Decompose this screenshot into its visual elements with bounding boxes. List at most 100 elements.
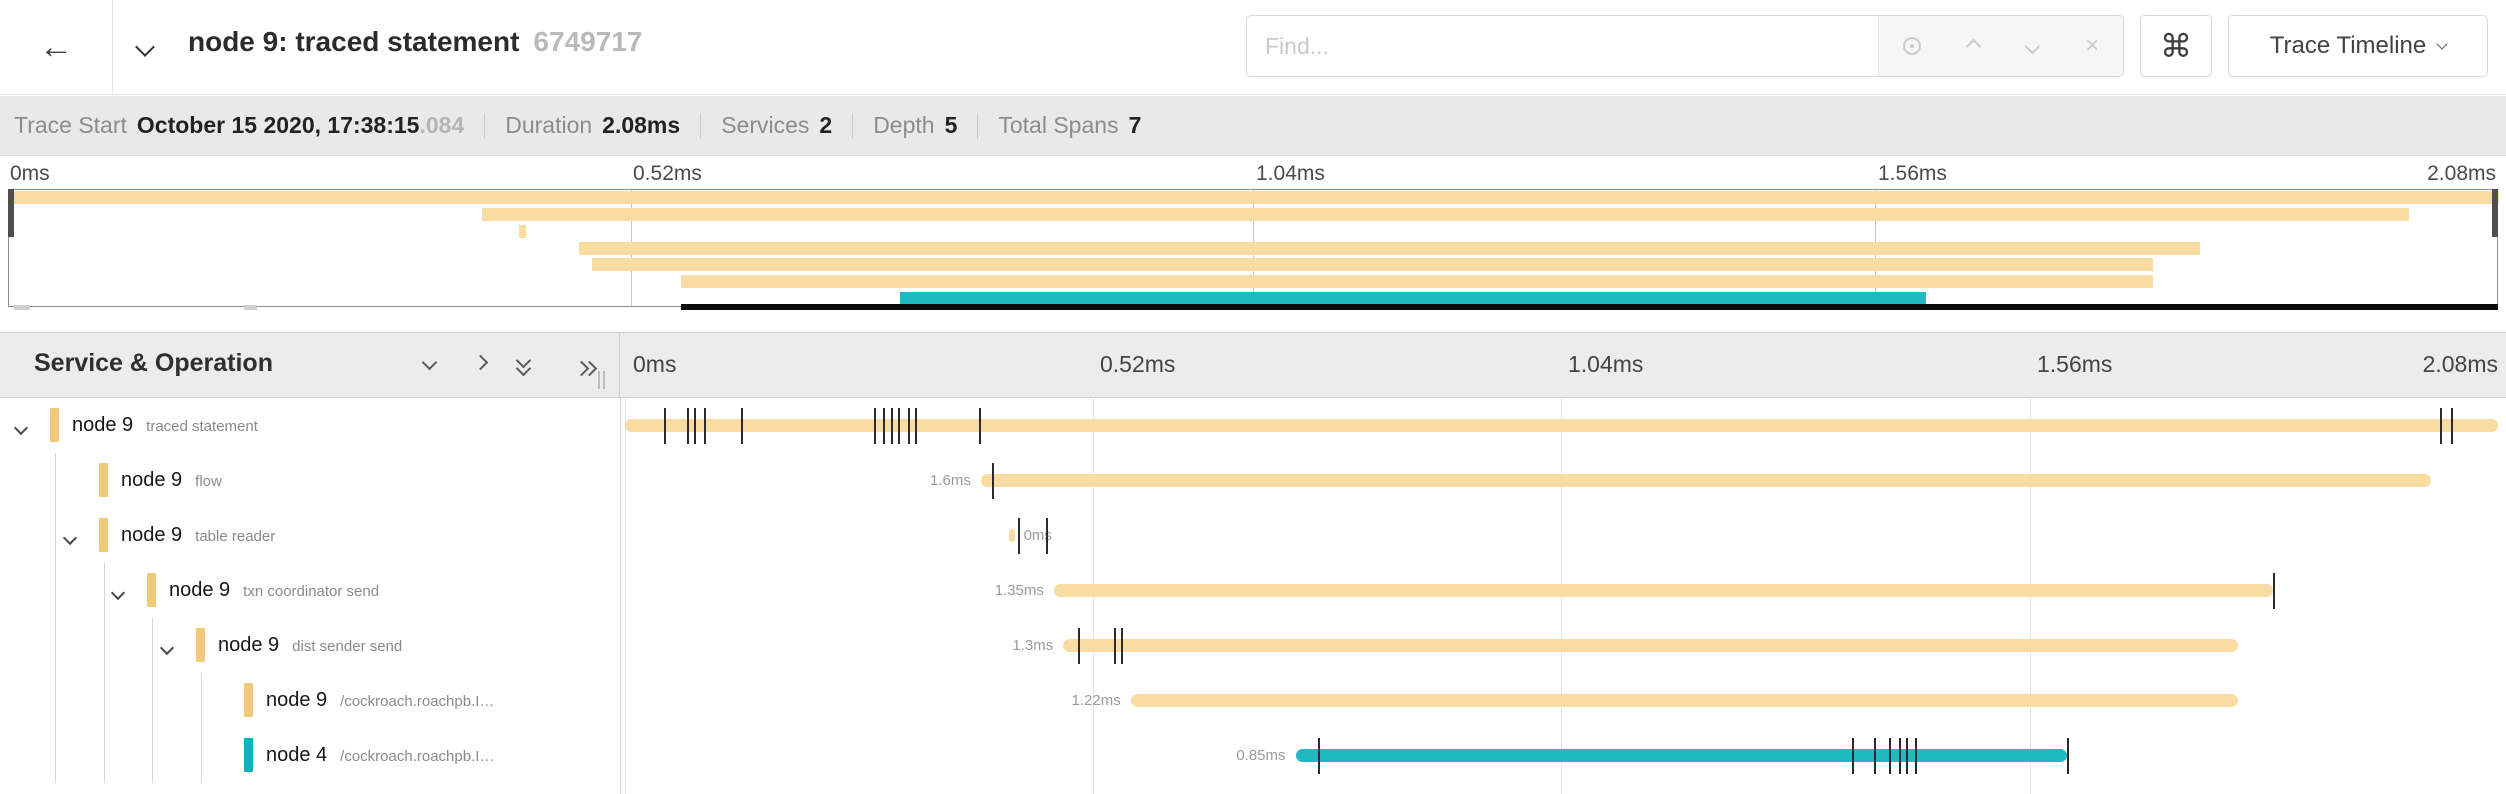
span-log-tick [1851,738,1854,774]
page-title: node 9: traced statement 6749717 [188,26,642,58]
span-log-tick [898,408,901,444]
view-selector-dropdown[interactable]: Trace Timeline [2228,15,2488,77]
span-name-cell[interactable]: node 9 traced statement [0,398,620,453]
chevron-down-icon [135,37,155,57]
span-log-tick [1874,738,1877,774]
trace-id: 6749717 [533,26,643,57]
timeline-header-row: Service & Operation 0ms 0.52ms 1.04ms 1.… [0,332,2506,398]
chevron-down-icon[interactable] [159,640,175,658]
locate-icon[interactable] [1902,37,1921,55]
span-timeline-cell[interactable]: 1.6ms [620,453,2506,508]
span-duration-bar[interactable] [1008,529,1015,542]
scrubber-handle-left[interactable] [8,189,14,237]
collapse-one-icon[interactable] [421,354,438,373]
tree-guideline [104,618,105,673]
tree-guideline [55,728,56,783]
span-name-cell[interactable]: node 9 table reader [0,508,620,563]
chevron-up-icon[interactable] [1965,38,1982,54]
span-name-cell[interactable]: node 9 txn coordinator send [0,563,620,618]
timeline-tick-0: 0ms [633,351,677,377]
span-log-tick [686,408,689,444]
minimap-canvas[interactable] [8,189,2499,310]
trace-start-label: Trace Start [14,112,127,138]
span-row: node 9 table reader 0ms [0,508,2506,563]
span-timeline-cell[interactable]: 1.3ms [620,618,2506,673]
span-row: node 9/cockroach.roachpb.I… 1.22ms [0,673,2506,728]
span-log-tick [1898,738,1901,774]
tree-guideline [152,618,153,673]
span-graph-minimap[interactable]: 0ms 0.52ms 1.04ms 1.56ms 2.08ms [0,156,2506,310]
span-duration-label: 1.6ms [930,472,971,489]
command-icon: ⌘ [2160,28,2192,64]
span-timeline-cell[interactable] [620,398,2506,453]
chevron-down-icon[interactable] [13,420,29,438]
service-name: node 4 [266,744,328,766]
minimap-ghost-mark [14,305,30,310]
span-name-text: node 9/cockroach.roachpb.I… [266,673,494,728]
service-operation-column-header: Service & Operation [0,333,620,397]
services-label: Services [721,112,810,138]
span-timeline-cell[interactable]: 1.22ms [620,673,2506,728]
span-duration-bar[interactable] [1130,694,2238,707]
collapse-all-icon[interactable] [515,352,532,377]
title-collapse-button[interactable] [135,37,155,59]
tree-guideline [55,508,56,563]
span-log-tick [890,408,893,444]
span-name-cell[interactable]: node 9 dist sender send [0,618,620,673]
expand-all-icon[interactable] [574,360,598,377]
divider [977,112,979,139]
span-name-text: node 4/cockroach.roachpb.I… [266,728,494,783]
minimap-span-bar [681,275,2153,288]
tree-guideline [55,618,56,673]
span-log-tick [664,408,667,444]
span-timeline-cell[interactable]: 0ms [620,508,2506,563]
expand-one-icon[interactable] [472,354,489,373]
span-duration-label: 0.85ms [1236,747,1286,764]
span-log-tick [978,408,981,444]
span-duration-bar[interactable] [980,474,2431,487]
span-timeline-cell[interactable]: 1.35ms [620,563,2506,618]
span-name-cell[interactable]: node 4/cockroach.roachpb.I… [0,728,620,783]
span-duration-bar[interactable] [1295,749,2068,762]
span-name-cell[interactable]: node 9 flow [0,453,620,508]
span-duration-bar[interactable] [625,419,2498,432]
operation-name: table reader [195,528,276,545]
timeline-gridline-50 [1561,332,1562,794]
chevron-down-icon[interactable] [62,530,78,548]
services-value: 2 [819,112,833,138]
span-duration-bar[interactable] [1063,639,2238,652]
service-color-swatch [99,463,108,497]
tree-guideline [152,728,153,783]
span-log-tick [1889,738,1892,774]
span-row: node 4/cockroach.roachpb.I… 0.85ms [0,728,2506,783]
span-log-tick [1906,738,1909,774]
find-box: × [1246,15,2124,77]
find-input[interactable] [1247,16,1878,76]
duration-value: 2.08ms [602,112,681,138]
span-timeline-cell[interactable]: 0.85ms [620,728,2506,783]
service-color-swatch [147,573,156,607]
span-log-tick [1078,628,1081,664]
span-name-cell[interactable]: node 9/cockroach.roachpb.I… [0,673,620,728]
scrubber-handle-right[interactable] [2492,189,2498,237]
span-duration-bar[interactable] [1053,584,2274,597]
service-name: node 9 [121,469,183,491]
column-resize-grip[interactable] [598,371,608,389]
span-rows-area: node 9 traced statement node 9 flow 1.6ms nod… [0,398,2506,794]
tree-guideline [201,728,202,783]
clear-icon[interactable]: × [2085,32,2100,59]
operation-name: txn coordinator send [243,583,380,600]
chevron-down-icon[interactable] [110,585,126,603]
page-header: ← node 9: traced statement 6749717 × ⌘ Tr… [0,0,2506,95]
span-log-tick [1121,628,1124,664]
span-log-tick [915,408,918,444]
chevron-down-icon[interactable] [2024,38,2040,54]
keyboard-shortcuts-button[interactable]: ⌘ [2140,15,2212,77]
operation-name: /cockroach.roachpb.I… [340,693,495,710]
back-button[interactable]: ← [0,0,113,95]
trace-name: node 9: traced statement [188,26,520,57]
trace-start-value: October 15 2020, 17:38:15 [136,112,420,138]
tree-guideline [201,673,202,728]
span-row: node 9 txn coordinator send 1.35ms [0,563,2506,618]
total-spans-value: 7 [1128,112,1142,138]
